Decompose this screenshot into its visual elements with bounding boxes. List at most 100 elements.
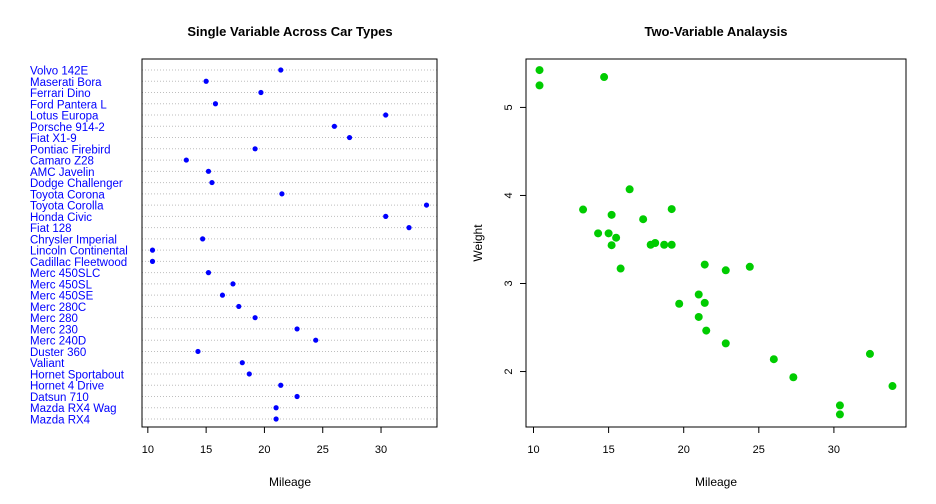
scatter-point [721,339,730,348]
category-label: Cadillac Fleetwood [30,257,127,269]
dot-point [423,202,430,208]
scatter-point [769,355,778,364]
dot-chart-title: Single Variable Across Car Types [187,24,392,39]
dot-point [278,382,284,388]
y-tick-label: 2 [503,368,515,374]
category-label: Merc 450SLC [30,268,100,280]
dot-point [294,326,300,332]
scatter-panel: Two-Variable Analaysis 10 15 20 25 30 2 3 4 5 M… [471,24,907,489]
x-tick-label: 20 [678,444,690,456]
category-label: Hornet Sportabout [30,369,125,381]
dot-point [239,360,245,366]
category-label: Volvo 142E [30,66,89,78]
scatter-point [667,240,676,249]
scatter-point [888,382,897,391]
x-tick-label: 10 [527,444,539,456]
scatter-point [616,264,625,273]
category-label: Merc 280 [30,313,78,325]
scatter-title: Two-Variable Analaysis [644,24,787,39]
scatter-point [835,401,844,410]
scatter-point [535,66,544,75]
scatter-point [865,349,874,358]
category-label: Toyota Corona [30,189,105,201]
category-label: Merc 280C [30,302,86,314]
dot-point [205,168,212,174]
category-label: Merc 450SE [30,291,94,303]
dot-chart-x-axis-label: Mileage [269,475,311,489]
category-label: Datsun 710 [30,392,89,404]
y-tick-label: 5 [503,104,515,110]
x-tick-label: 30 [375,444,387,456]
dot-point [383,112,389,118]
scatter-point [600,73,609,82]
category-label: Valiant [30,358,65,370]
category-label: Mazda RX4 Wag [30,403,117,415]
x-tick-label: 10 [142,444,154,456]
category-label: Fiat X1-9 [30,133,77,145]
scatter-point [721,266,730,275]
scatter-point [604,229,613,238]
category-label: Hornet 4 Drive [30,381,104,393]
dot-point [273,405,279,411]
scatter-x-axis: 10 15 20 25 30 [527,426,840,456]
scatter-point [607,210,616,219]
dot-chart-x-axis: 10 15 20 25 30 [142,426,387,456]
dot-point [383,213,389,219]
category-label: Merc 240D [30,336,86,348]
dot-point [252,146,258,152]
scatter-point [700,298,709,307]
scatter-point [667,205,676,214]
dot-point [203,78,209,84]
dot-chart-plot-frame [141,58,438,428]
scatter-point [612,233,621,242]
scatter-point [789,373,798,382]
dot-point [246,371,252,377]
dot-point [212,101,219,107]
dot-point [406,225,412,231]
category-label: Lotus Europa [30,111,99,123]
scatter-point [675,299,684,308]
category-label: Merc 230 [30,324,78,336]
category-label: Ford Pantera L [30,99,107,111]
scatter-point [579,205,588,214]
dot-point [195,348,201,355]
dot-point [313,337,319,343]
scatter-points [535,66,897,419]
category-label: Toyota Corolla [30,201,104,213]
dot-point [149,247,156,253]
dot-chart-points [149,67,430,422]
scatter-point [625,185,634,194]
dot-point [219,292,226,298]
dot-point [279,191,285,197]
category-label: Lincoln Continental [30,246,128,258]
scatter-point [639,215,648,224]
scatter-point [535,81,544,90]
y-tick-label: 4 [503,192,515,198]
x-tick-label: 25 [753,444,765,456]
dot-point [205,270,212,276]
y-tick-label: 3 [503,280,515,286]
x-tick-label: 15 [602,444,614,456]
scatter-point [700,260,709,269]
category-label: Dodge Challenger [30,178,123,190]
dot-point [236,303,242,310]
scatter-y-axis-label: Weight [471,224,485,262]
category-label: Merc 450SL [30,279,93,291]
dot-point [200,236,206,242]
dot-point [278,67,284,73]
category-label: AMC Javelin [30,167,95,179]
scatter-point [646,240,655,249]
dot-point [258,89,264,96]
category-label: Fiat 128 [30,223,72,235]
dot-point [230,281,236,287]
x-tick-label: 20 [258,444,270,456]
scatter-point [594,229,603,238]
scatter-plot-frame [525,58,907,428]
scatter-x-axis-label: Mileage [695,475,737,489]
category-label: Mazda RX4 [30,415,91,427]
x-tick-label: 25 [317,444,329,456]
dot-point [209,179,215,186]
category-label: Porsche 914-2 [30,122,105,134]
